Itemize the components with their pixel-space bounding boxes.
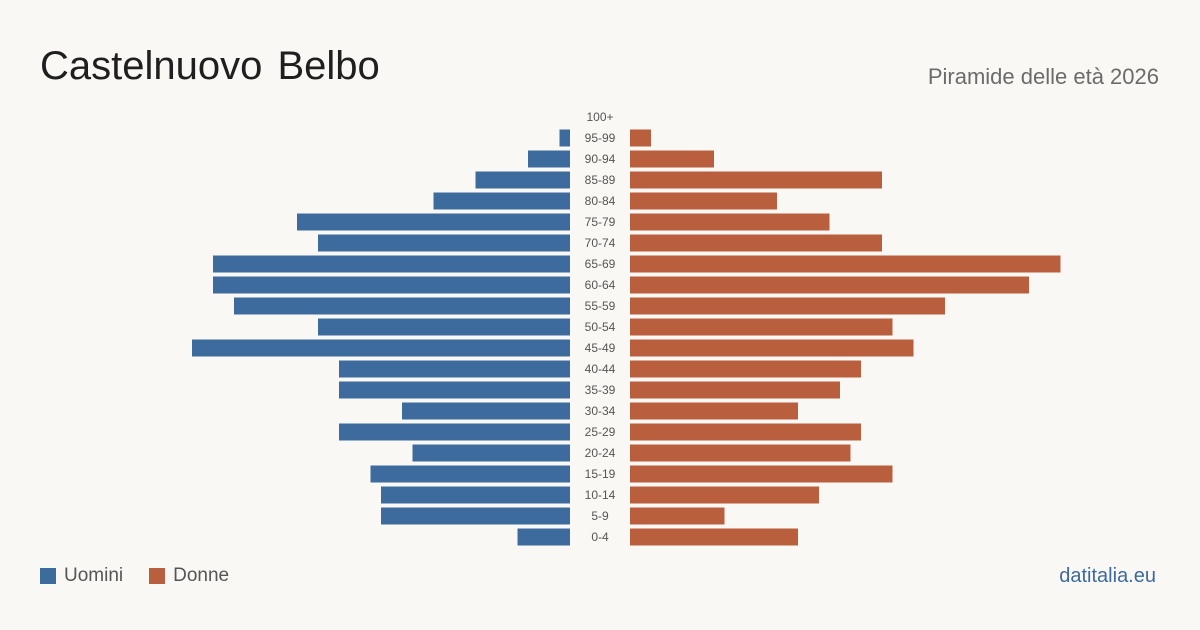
age-label-100+: 100+	[586, 110, 613, 124]
bar-women-60-64	[630, 276, 1029, 294]
bar-men-35-39	[339, 381, 570, 399]
bar-women-40-44	[630, 360, 861, 378]
bar-men-75-79	[297, 213, 570, 231]
bar-men-55-59	[234, 297, 570, 315]
bar-women-25-29	[630, 423, 861, 441]
age-label-35-39: 35-39	[585, 383, 616, 397]
bar-men-30-34	[402, 402, 570, 420]
bar-men-45-49	[192, 339, 570, 357]
age-label-20-24: 20-24	[585, 446, 616, 460]
legend-item-women: Donne	[149, 565, 229, 587]
legend-item-men: Uomini	[40, 565, 123, 587]
age-label-85-89: 85-89	[585, 173, 616, 187]
bar-women-10-14	[630, 486, 819, 504]
age-label-50-54: 50-54	[585, 320, 616, 334]
age-label-95-99: 95-99	[585, 131, 616, 145]
age-label-90-94: 90-94	[585, 152, 616, 166]
bar-women-30-34	[630, 402, 798, 420]
age-label-25-29: 25-29	[585, 425, 616, 439]
bar-women-70-74	[630, 234, 882, 252]
age-label-5-9: 5-9	[591, 509, 609, 523]
bar-men-40-44	[339, 360, 570, 378]
legend-swatch-women	[149, 568, 166, 584]
bar-men-90-94	[528, 150, 570, 168]
age-label-65-69: 65-69	[585, 257, 616, 271]
brand-link[interactable]: datitalia.eu	[1059, 565, 1156, 587]
age-label-60-64: 60-64	[585, 278, 616, 292]
age-label-80-84: 80-84	[585, 194, 616, 208]
legend-label-men: Uomini	[64, 565, 124, 586]
bar-men-10-14	[381, 486, 570, 504]
bar-men-50-54	[318, 318, 570, 336]
bar-women-15-19	[630, 465, 893, 483]
bar-women-35-39	[630, 381, 840, 399]
age-label-45-49: 45-49	[585, 341, 616, 355]
bar-women-20-24	[630, 444, 851, 462]
bar-men-15-19	[370, 465, 570, 483]
chart-subtitle: Piramide delle età 2026	[927, 64, 1159, 89]
bar-women-90-94	[630, 150, 714, 168]
bar-women-55-59	[630, 297, 945, 315]
bar-men-85-89	[475, 171, 570, 189]
age-label-55-59: 55-59	[585, 299, 616, 313]
legend-label-women: Donne	[173, 565, 230, 586]
bar-men-60-64	[213, 276, 570, 294]
bar-women-45-49	[630, 339, 914, 357]
bar-men-5-9	[381, 507, 570, 525]
bar-women-50-54	[630, 318, 893, 336]
age-label-70-74: 70-74	[585, 236, 616, 250]
bar-men-20-24	[412, 444, 570, 462]
age-label-0-4: 0-4	[591, 530, 609, 544]
age-label-40-44: 40-44	[585, 362, 616, 376]
bar-women-5-9	[630, 507, 725, 525]
bar-women-65-69	[630, 255, 1061, 273]
bar-men-70-74	[318, 234, 570, 252]
legend-swatch-men	[40, 568, 56, 584]
chart-legend: Uomini Donne	[40, 564, 255, 588]
bar-women-75-79	[630, 213, 830, 231]
age-label-75-79: 75-79	[585, 215, 616, 229]
bar-men-95-99	[559, 129, 570, 147]
bar-women-80-84	[630, 192, 777, 210]
page-title: Castelnuovo Belbo	[40, 44, 380, 88]
age-label-10-14: 10-14	[585, 488, 616, 502]
bar-men-65-69	[213, 255, 570, 273]
bar-women-0-4	[630, 528, 798, 546]
bar-men-0-4	[517, 528, 570, 546]
bar-men-25-29	[339, 423, 570, 441]
age-label-15-19: 15-19	[585, 467, 616, 481]
bar-women-85-89	[630, 171, 882, 189]
bar-women-95-99	[630, 129, 651, 147]
bar-men-80-84	[433, 192, 570, 210]
age-label-30-34: 30-34	[585, 404, 616, 418]
